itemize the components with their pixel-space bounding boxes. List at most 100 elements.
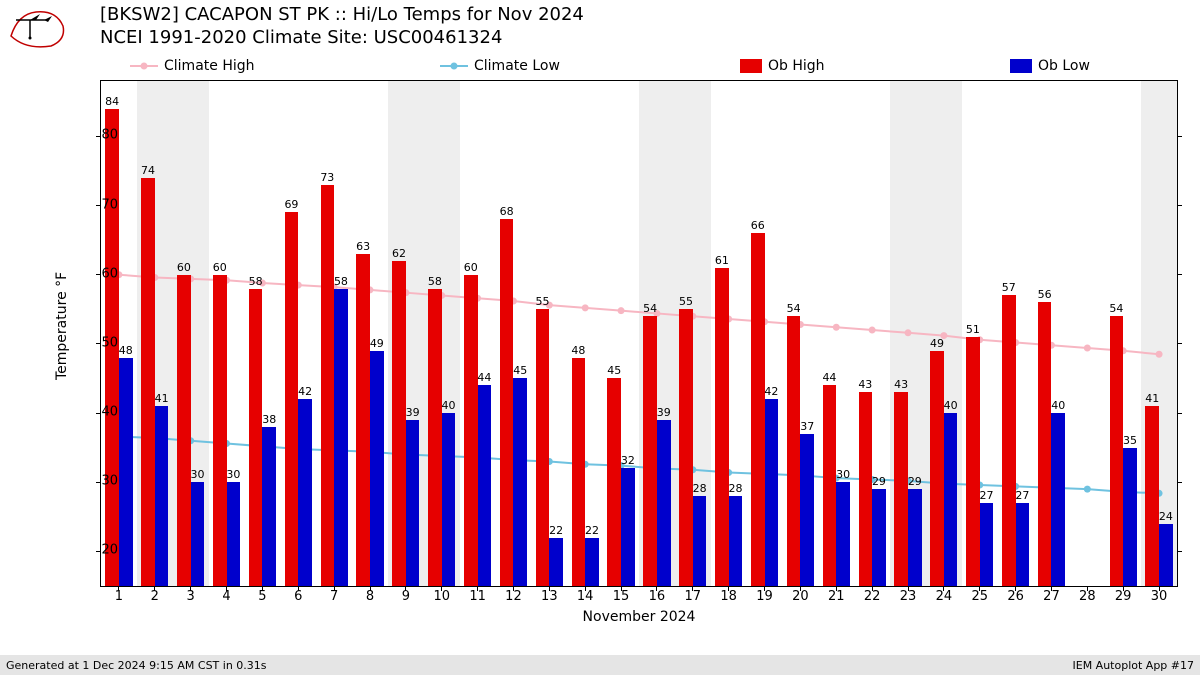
ob-high-label: 66	[751, 219, 765, 232]
x-tick-label: 21	[828, 589, 845, 604]
ob-low-bar	[1016, 503, 1030, 586]
x-tick-label: 18	[720, 589, 737, 604]
ob-low-label: 28	[728, 482, 742, 495]
y-axis-label: Temperature °F	[54, 272, 70, 380]
ob-high-bar	[177, 275, 191, 586]
ob-high-label: 60	[177, 261, 191, 274]
y-tick-label: 40	[74, 405, 118, 420]
x-tick-label: 13	[541, 589, 558, 604]
x-tick-label: 15	[613, 589, 630, 604]
ob-high-bar	[715, 268, 729, 586]
ob-low-bar	[227, 482, 241, 586]
ob-high-label: 84	[105, 95, 119, 108]
ob-low-label: 28	[693, 482, 707, 495]
x-tick-label: 11	[469, 589, 486, 604]
ob-high-label: 49	[930, 337, 944, 350]
ob-low-bar	[334, 289, 348, 586]
chart-title: [BKSW2] CACAPON ST PK :: Hi/Lo Temps for…	[100, 4, 584, 49]
ob-high-label: 55	[679, 295, 693, 308]
x-tick-label: 2	[151, 589, 159, 604]
ob-low-bar	[729, 496, 743, 586]
ob-high-bar	[392, 261, 406, 586]
x-tick-label: 19	[756, 589, 773, 604]
ob-low-label: 48	[119, 344, 133, 357]
ob-high-bar	[285, 212, 299, 586]
ob-high-bar	[930, 351, 944, 586]
ob-low-bar	[119, 358, 133, 586]
ob-low-bar	[262, 427, 276, 586]
y-tick-label: 70	[74, 197, 118, 212]
x-tick-label: 4	[222, 589, 230, 604]
x-tick-label: 20	[792, 589, 809, 604]
ob-high-bar	[464, 275, 478, 586]
ob-high-bar	[679, 309, 693, 586]
x-tick-label: 17	[685, 589, 702, 604]
ob-low-label: 39	[657, 406, 671, 419]
ob-low-bar	[585, 538, 599, 586]
ob-high-label: 60	[464, 261, 478, 274]
ob-high-bar	[894, 392, 908, 586]
ob-low-label: 37	[800, 420, 814, 433]
title-line-2: NCEI 1991-2020 Climate Site: USC00461324	[100, 27, 584, 50]
ob-low-label: 30	[190, 468, 204, 481]
ob-high-bar	[859, 392, 873, 586]
ob-high-bar	[607, 378, 621, 586]
y-tick-label: 60	[74, 266, 118, 281]
ob-low-label: 39	[406, 406, 420, 419]
ob-high-label: 43	[894, 378, 908, 391]
footer-right: IEM Autoplot App #17	[1073, 659, 1195, 672]
ob-high-label: 54	[643, 302, 657, 315]
ob-high-label: 57	[1002, 281, 1016, 294]
x-tick-label: 8	[366, 589, 374, 604]
ob-high-label: 54	[1109, 302, 1123, 315]
iem-logo-icon	[6, 6, 68, 50]
ob-low-bar	[478, 385, 492, 586]
ob-high-label: 55	[536, 295, 550, 308]
chart-plot-area: November 2024 12345678910111213141516171…	[100, 80, 1178, 587]
ob-low-bar	[872, 489, 886, 586]
ob-low-bar	[442, 413, 456, 586]
legend-climate-low: Climate Low	[440, 58, 560, 74]
ob-high-bar	[428, 289, 442, 586]
ob-high-label: 69	[284, 198, 298, 211]
ob-high-bar	[141, 178, 155, 586]
ob-high-bar	[787, 316, 801, 586]
ob-low-label: 40	[1051, 399, 1065, 412]
ob-low-bar	[693, 496, 707, 586]
ob-high-label: 61	[715, 254, 729, 267]
x-tick-label: 25	[971, 589, 988, 604]
ob-high-label: 44	[822, 371, 836, 384]
x-tick-label: 12	[505, 589, 522, 604]
ob-high-bar	[1038, 302, 1052, 586]
ob-high-bar	[643, 316, 657, 586]
ob-low-label: 27	[1015, 489, 1029, 502]
y-tick-label: 20	[74, 543, 118, 558]
ob-low-bar	[191, 482, 205, 586]
legend-ob-low: Ob Low	[1010, 58, 1090, 74]
ob-low-label: 27	[980, 489, 994, 502]
ob-high-bar	[572, 358, 586, 586]
ob-low-label: 24	[1159, 510, 1173, 523]
ob-high-label: 41	[1145, 392, 1159, 405]
ob-low-bar	[1159, 524, 1173, 586]
ob-low-bar	[155, 406, 169, 586]
ob-high-bar	[321, 185, 335, 586]
ob-low-label: 22	[585, 524, 599, 537]
x-tick-label: 24	[936, 589, 953, 604]
ob-low-bar	[1051, 413, 1065, 586]
x-tick-label: 26	[1007, 589, 1024, 604]
ob-low-bar	[657, 420, 671, 586]
x-tick-label: 16	[649, 589, 666, 604]
ob-high-label: 68	[500, 205, 514, 218]
ob-low-label: 41	[155, 392, 169, 405]
ob-low-label: 29	[872, 475, 886, 488]
ob-high-label: 58	[428, 275, 442, 288]
ob-high-label: 62	[392, 247, 406, 260]
ob-low-label: 38	[262, 413, 276, 426]
ob-high-bar	[249, 289, 263, 586]
ob-low-bar	[1123, 448, 1137, 586]
ob-high-label: 63	[356, 240, 370, 253]
x-tick-label: 23	[900, 589, 917, 604]
ob-high-label: 51	[966, 323, 980, 336]
ob-high-bar	[1110, 316, 1124, 586]
